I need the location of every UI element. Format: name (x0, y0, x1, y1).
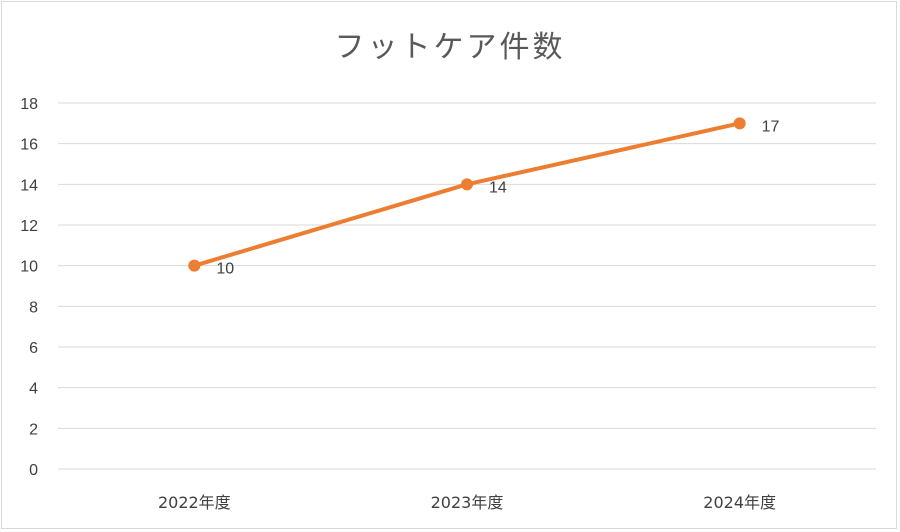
data-label: 14 (489, 179, 507, 196)
x-tick-label: 2022年度 (158, 493, 231, 512)
data-point (733, 117, 746, 130)
data-label: 17 (762, 118, 780, 135)
y-axis-ticks: 0 2 4 6 8 10 12 14 16 18 (20, 96, 38, 479)
y-tick-label: 10 (20, 259, 38, 276)
gridlines (58, 102, 876, 470)
y-tick-label: 0 (29, 462, 38, 479)
y-tick-label: 14 (20, 177, 38, 194)
data-labels: 10 14 17 (216, 118, 779, 277)
series-line (192, 121, 742, 268)
series-group (188, 117, 746, 272)
y-tick-label: 4 (29, 381, 38, 398)
x-axis-ticks: 2022年度 2023年度 2024年度 (158, 493, 776, 512)
y-tick-label: 6 (29, 340, 38, 357)
y-tick-label: 18 (20, 96, 38, 113)
data-point (461, 178, 473, 191)
y-tick-label: 16 (20, 137, 38, 154)
data-label: 10 (216, 261, 234, 278)
y-tick-label: 2 (29, 421, 38, 438)
y-tick-label: 8 (29, 299, 38, 316)
y-tick-label: 12 (20, 218, 38, 235)
x-tick-label: 2023年度 (431, 493, 504, 512)
data-point (188, 259, 201, 272)
x-tick-label: 2024年度 (703, 493, 776, 512)
chart-title: フットケア件数 (334, 30, 566, 65)
